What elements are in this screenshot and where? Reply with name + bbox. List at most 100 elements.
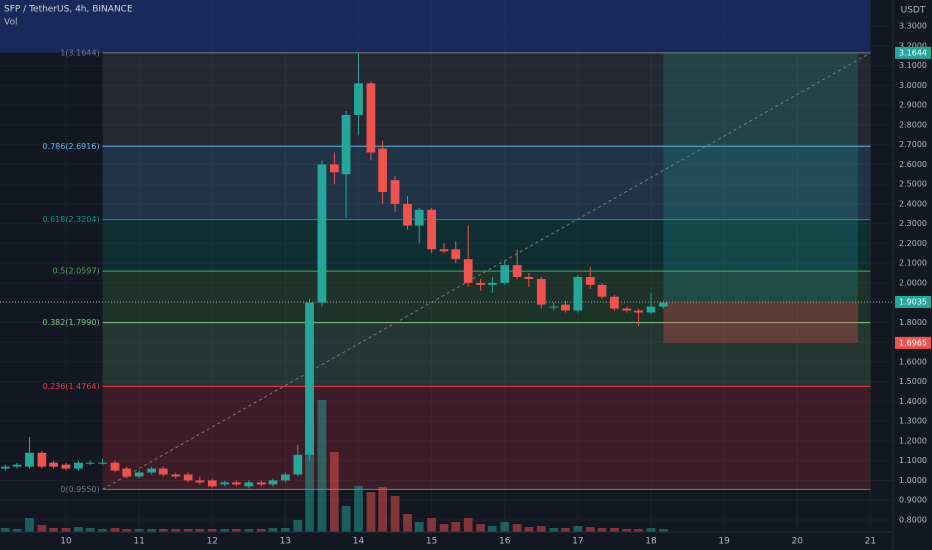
y-tick-label: 2.9000 bbox=[899, 101, 927, 110]
candle-body bbox=[280, 474, 290, 481]
y-tick-label: 1.2000 bbox=[899, 436, 927, 445]
volume-bar bbox=[524, 527, 534, 532]
volume-bar bbox=[37, 525, 47, 532]
candle-body bbox=[0, 466, 10, 469]
y-tick-label: 1.3000 bbox=[899, 417, 927, 426]
candle-body bbox=[403, 203, 412, 226]
y-tick-label: 2.4000 bbox=[899, 199, 927, 208]
candle-body bbox=[158, 468, 168, 475]
y-tick-label: 2.6000 bbox=[899, 160, 927, 169]
volume-bar bbox=[646, 528, 656, 532]
y-tick-label: 2.3000 bbox=[899, 219, 927, 228]
candle-body bbox=[414, 209, 424, 226]
x-tick-label: 20 bbox=[791, 537, 803, 547]
volume-bar bbox=[439, 524, 449, 532]
fib-zone bbox=[102, 386, 871, 490]
y-tick-label: 1.6000 bbox=[899, 357, 927, 366]
candle-body bbox=[98, 462, 107, 464]
volume-bar bbox=[500, 522, 510, 532]
fib-zone bbox=[102, 219, 871, 272]
y-tick-label: 1.5000 bbox=[899, 377, 927, 386]
candle-body bbox=[305, 302, 314, 455]
volume-bar bbox=[85, 528, 95, 532]
fib-label: 0.236(1.4764) bbox=[42, 382, 99, 391]
candle-body bbox=[378, 148, 388, 193]
fib-zone bbox=[102, 271, 871, 323]
candle-body bbox=[500, 265, 510, 283]
y-tick-label: 2.1000 bbox=[899, 259, 927, 268]
volume-bar bbox=[232, 529, 241, 532]
candle-body bbox=[256, 482, 266, 485]
candle-body bbox=[171, 474, 181, 477]
volume-bar bbox=[220, 529, 230, 532]
candle-body bbox=[85, 462, 95, 464]
volume-bar bbox=[61, 528, 71, 532]
y-tick-label: 3.3000 bbox=[899, 22, 927, 31]
fib-zone bbox=[102, 146, 871, 220]
volume-bar bbox=[451, 522, 461, 532]
volume-bar bbox=[268, 528, 278, 532]
y-tick-label: 1.0000 bbox=[899, 476, 927, 485]
candle-body bbox=[268, 480, 278, 485]
volume-bar bbox=[341, 506, 351, 532]
stop-zone bbox=[663, 301, 858, 343]
fib-label: 0.786(2.6916) bbox=[42, 142, 99, 151]
volume-bar bbox=[549, 528, 559, 532]
candle-body bbox=[74, 462, 83, 469]
candle-body bbox=[487, 282, 497, 285]
volume-bar bbox=[195, 529, 205, 532]
x-tick-label: 11 bbox=[133, 537, 144, 547]
target-zone bbox=[663, 52, 858, 302]
candle-body bbox=[597, 284, 607, 297]
y-tick-label: 2.0000 bbox=[899, 278, 927, 287]
candle-body bbox=[585, 276, 595, 285]
candle-body bbox=[634, 310, 643, 313]
volume-bar bbox=[122, 529, 132, 532]
y-tick-label: 0.8000 bbox=[899, 515, 927, 524]
x-tick-label: 15 bbox=[426, 537, 437, 547]
candle-body bbox=[37, 452, 47, 467]
axis-unit: USDT bbox=[901, 6, 926, 16]
candle-body bbox=[232, 482, 241, 485]
volume-bar bbox=[207, 529, 217, 532]
volume-bar bbox=[25, 518, 34, 532]
candle-body bbox=[561, 304, 570, 311]
candle-body bbox=[512, 265, 522, 277]
volume-bar bbox=[354, 486, 363, 532]
candle-body bbox=[646, 306, 656, 313]
x-tick-label: 18 bbox=[645, 537, 657, 547]
candle-body bbox=[134, 472, 144, 477]
candle-body bbox=[439, 249, 449, 252]
y-tick-label: 3.0000 bbox=[899, 81, 927, 90]
volume-bar bbox=[403, 514, 412, 532]
fib-zone bbox=[102, 322, 871, 387]
volume-bar bbox=[659, 529, 668, 532]
candle-body bbox=[476, 282, 485, 285]
price-badge bbox=[895, 46, 931, 59]
volume-bar bbox=[585, 527, 595, 532]
plot-area: 1(3.1644) 0.786(2.6916) 0.618(2.3204) 0.5(2… bbox=[0, 0, 893, 532]
volume-bar bbox=[366, 492, 376, 532]
candle-body bbox=[61, 464, 71, 469]
candle-body bbox=[329, 164, 339, 173]
x-tick-label: 16 bbox=[499, 537, 511, 547]
candle-body bbox=[659, 302, 668, 307]
x-tick-label: 17 bbox=[572, 537, 583, 547]
candle-body bbox=[110, 462, 120, 471]
x-tick-label: 13 bbox=[280, 537, 291, 547]
y-tick-label: 1.1000 bbox=[899, 456, 927, 465]
candle-body bbox=[147, 468, 156, 473]
price-badge bbox=[895, 336, 931, 349]
candle-body bbox=[183, 474, 193, 481]
y-tick-label: 2.7000 bbox=[899, 140, 927, 149]
fib-label: 1(3.1644) bbox=[60, 48, 99, 57]
y-tick-label: 2.5000 bbox=[899, 180, 927, 189]
volume-bar bbox=[573, 526, 583, 532]
candle-body bbox=[573, 276, 583, 311]
volume-bar bbox=[597, 528, 607, 532]
volume-bar bbox=[378, 487, 388, 532]
volume-bar bbox=[610, 528, 619, 532]
x-tick-label: 12 bbox=[207, 537, 218, 547]
x-tick-label: 14 bbox=[353, 537, 365, 547]
